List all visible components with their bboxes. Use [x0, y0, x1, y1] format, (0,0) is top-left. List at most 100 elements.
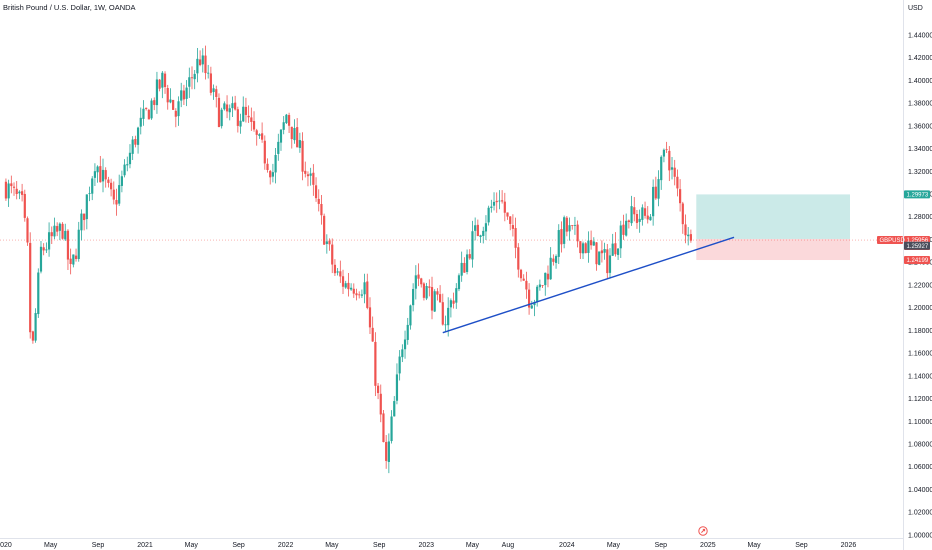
- time-tick-label: May: [466, 542, 480, 549]
- candle-body: [371, 327, 374, 342]
- chart-title: British Pound / U.S. Dollar, 1W, OANDA: [3, 3, 136, 12]
- candle-body: [198, 59, 202, 66]
- candle: [182, 84, 186, 106]
- price-tick-label: 1.42000: [908, 55, 932, 62]
- candle-body: [31, 331, 34, 341]
- candle-body: [441, 302, 444, 325]
- candle: [603, 242, 606, 260]
- candle: [382, 409, 385, 443]
- candle: [320, 194, 323, 225]
- candle-body: [123, 164, 126, 176]
- candle: [476, 219, 479, 237]
- candle: [274, 148, 277, 184]
- candle: [142, 100, 145, 126]
- candle: [498, 190, 501, 210]
- candle-body: [630, 206, 633, 224]
- candle: [595, 242, 598, 271]
- candle-body: [506, 212, 509, 217]
- candle: [460, 251, 463, 282]
- candle: [625, 213, 628, 237]
- candle: [314, 177, 318, 202]
- price-tick-label: 1.34000: [908, 146, 932, 153]
- candle: [64, 223, 67, 242]
- candle-body: [549, 257, 552, 280]
- candle-body: [557, 230, 560, 257]
- candle-body: [99, 166, 102, 183]
- candle: [136, 126, 140, 154]
- candle: [155, 71, 159, 114]
- candle-body: [538, 284, 541, 288]
- price-tick-label: 1.40000: [908, 78, 932, 85]
- candle: [679, 179, 682, 212]
- candle: [336, 268, 339, 276]
- candle: [554, 254, 558, 269]
- candle-body: [115, 200, 118, 205]
- candle-body: [263, 140, 266, 164]
- candle-body: [83, 213, 86, 221]
- time-tick-label: May: [607, 542, 621, 549]
- candle-body: [363, 282, 366, 295]
- candle: [393, 396, 396, 417]
- candle-body: [12, 186, 16, 188]
- target-price-tag-bg: [904, 190, 930, 199]
- candle: [627, 219, 630, 229]
- candle: [347, 272, 350, 297]
- candle: [212, 84, 215, 100]
- candle-body: [492, 201, 496, 206]
- candle-body: [109, 182, 113, 190]
- candle-body: [622, 224, 625, 235]
- candle: [88, 186, 91, 202]
- candle-body: [236, 109, 239, 126]
- candle-body: [635, 214, 639, 223]
- candle-body: [425, 286, 428, 299]
- candle: [549, 247, 552, 280]
- candle-body: [196, 58, 199, 74]
- candle: [635, 210, 639, 229]
- candle-body: [201, 55, 204, 65]
- replay-icon[interactable]: [698, 526, 708, 536]
- candle: [217, 93, 221, 128]
- candle-body: [509, 216, 512, 224]
- candle-body: [382, 413, 385, 443]
- candle-body: [452, 300, 455, 304]
- candle: [80, 209, 83, 241]
- candle-body: [428, 286, 431, 288]
- candle: [687, 227, 690, 246]
- candle-body: [309, 173, 312, 176]
- candle-body: [433, 291, 436, 312]
- candle: [169, 88, 172, 104]
- time-tick-label: Sep: [655, 542, 668, 549]
- price-tick-label: 1.20000: [908, 305, 932, 312]
- candle: [503, 192, 506, 222]
- candle: [673, 159, 676, 186]
- candle-body: [385, 442, 388, 461]
- candle-body: [328, 240, 331, 245]
- candle-body: [533, 301, 536, 306]
- price-tick-label: 1.04000: [908, 487, 932, 494]
- candle: [616, 248, 620, 260]
- candle: [333, 259, 337, 276]
- candle-body: [422, 283, 426, 298]
- candle-body: [158, 79, 161, 89]
- candle-body: [590, 240, 593, 246]
- candle-body: [126, 164, 129, 166]
- candle: [654, 176, 657, 200]
- candle-body: [379, 393, 382, 415]
- candle-body: [182, 90, 186, 100]
- candle: [360, 289, 363, 298]
- candle: [406, 317, 409, 345]
- candle: [18, 190, 21, 200]
- candle: [174, 108, 177, 128]
- candle-body: [50, 232, 53, 237]
- candle: [50, 226, 53, 245]
- price-tick-label: 1.22000: [908, 282, 932, 289]
- candle: [598, 251, 601, 266]
- candle-body: [652, 186, 655, 217]
- candle-body: [282, 122, 285, 130]
- price-tick-label: 1.00000: [908, 532, 932, 539]
- candle-body: [350, 287, 353, 290]
- candle-body: [153, 100, 156, 105]
- candle: [592, 237, 595, 246]
- candle-body: [401, 349, 404, 358]
